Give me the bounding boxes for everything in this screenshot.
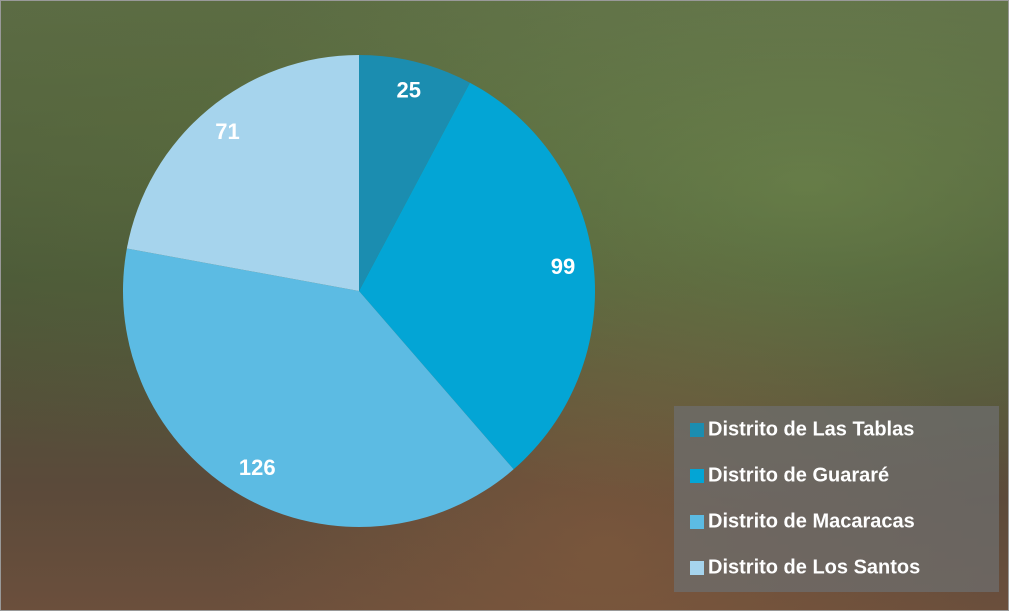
legend-label: Distrito de Las Tablas — [708, 418, 914, 440]
legend-swatch — [690, 515, 704, 529]
legend-swatch — [690, 423, 704, 437]
pie-slice — [122, 248, 514, 528]
pie-slice — [126, 55, 359, 291]
data-label: 99 — [551, 254, 575, 279]
legend-label: Distrito de Macaracas — [708, 510, 915, 532]
data-label: 71 — [215, 119, 239, 144]
pie-slice — [359, 55, 470, 291]
pie-slice — [359, 82, 595, 470]
legend-label: Distrito de Guararé — [708, 464, 889, 486]
legend-swatch — [690, 561, 704, 575]
legend-box — [674, 406, 999, 592]
data-label: 126 — [239, 455, 276, 480]
data-label: 25 — [396, 78, 420, 103]
legend-swatch — [690, 469, 704, 483]
legend-label: Distrito de Los Santos — [708, 556, 920, 578]
